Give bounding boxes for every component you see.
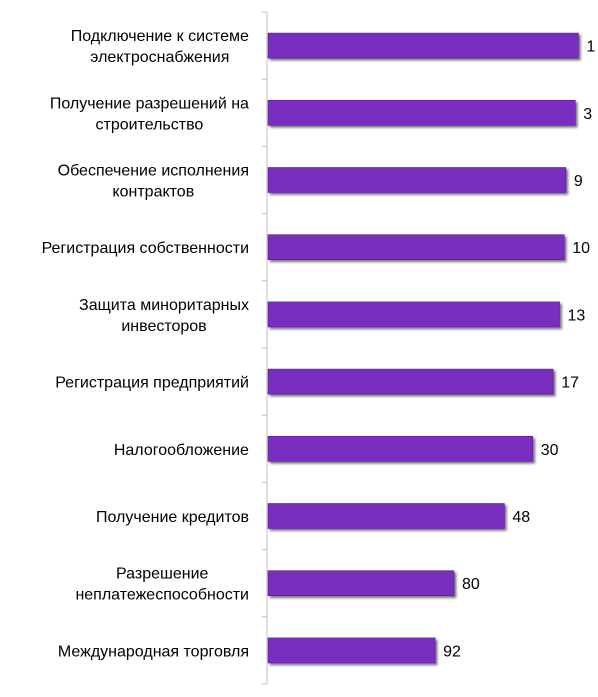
data-label: 17 [561, 375, 579, 392]
data-label: 1 [586, 39, 595, 56]
category-label: Получение кредитов [96, 509, 249, 526]
category-labels: Подключение к системе электроснабжения Пол… [42, 28, 249, 660]
bar [267, 637, 436, 664]
category-label-line: Регистрация предприятий [55, 375, 249, 392]
data-label: 9 [574, 173, 583, 190]
category-label-line: Регистрация собственности [42, 240, 249, 257]
data-label: 30 [541, 442, 559, 459]
bar [267, 368, 554, 395]
category-label: Разрешение неплатежеспособности [75, 566, 249, 604]
bar [267, 167, 567, 193]
data-label: 48 [512, 509, 530, 526]
category-label-line: Получение разрешений на [50, 95, 249, 112]
bar [267, 503, 505, 529]
category-label-line: инвесторов [121, 318, 206, 335]
category-label-line: Обеспечение исполнения [58, 163, 249, 180]
category-label-line: неплатежеспособности [75, 587, 249, 604]
bar [267, 234, 565, 260]
data-label: 92 [443, 643, 461, 660]
category-label-line: строительство [95, 116, 203, 133]
category-label-line: Защита миноритарных [79, 297, 249, 314]
category-label-line: Подключение к системе [71, 28, 249, 45]
category-label: Получение разрешений на строительство [50, 95, 249, 133]
data-label: 10 [572, 240, 590, 257]
category-label: Регистрация собственности [42, 240, 249, 257]
bar [267, 570, 455, 597]
category-label-line: Налогообложение [114, 442, 249, 459]
bar [267, 301, 560, 328]
bar [267, 435, 534, 462]
data-label: 3 [583, 106, 592, 123]
bar [267, 32, 579, 59]
axis-layer [262, 11, 268, 685]
category-label: Регистрация предприятий [55, 375, 249, 392]
category-label-line: Получение кредитов [96, 509, 249, 526]
category-label: Международная торговля [58, 643, 249, 660]
category-label: Обеспечение исполнения контрактов [58, 163, 249, 201]
category-label: Защита миноритарных инвесторов [79, 297, 249, 335]
bars-layer [267, 32, 579, 664]
category-label: Налогообложение [114, 442, 249, 459]
category-label-line: Разрешение [116, 566, 209, 583]
data-label: 80 [462, 576, 480, 593]
category-label: Подключение к системе электроснабжения [71, 28, 249, 66]
data-label: 13 [568, 307, 586, 324]
category-label-line: Международная торговля [58, 643, 249, 660]
category-label-line: контрактов [112, 184, 194, 201]
bar [267, 100, 576, 126]
category-label-line: электроснабжения [90, 49, 229, 66]
